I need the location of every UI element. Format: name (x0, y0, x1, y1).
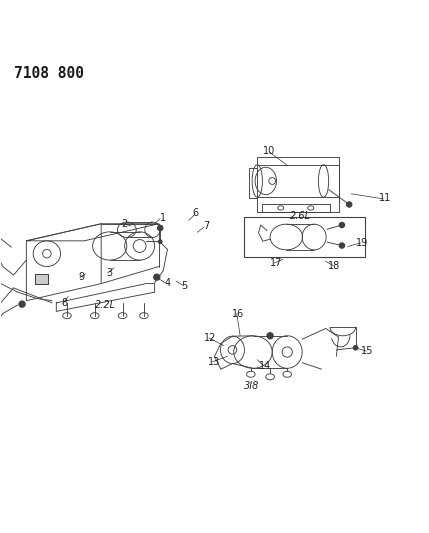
Text: 14: 14 (259, 361, 271, 371)
Circle shape (339, 222, 344, 228)
Text: 7108 800: 7108 800 (14, 66, 84, 80)
Text: 7: 7 (203, 221, 209, 231)
Text: 18: 18 (328, 261, 340, 271)
Bar (35, 274, 48, 284)
Text: 17: 17 (270, 258, 283, 268)
Text: 5: 5 (181, 281, 188, 290)
Text: 16: 16 (232, 309, 244, 319)
Circle shape (158, 240, 162, 244)
Bar (244, 217, 366, 257)
Circle shape (19, 301, 25, 307)
Text: 11: 11 (379, 193, 392, 203)
Text: 4: 4 (164, 278, 170, 288)
Text: 2.6L: 2.6L (290, 211, 311, 221)
Text: 13: 13 (208, 357, 220, 367)
Text: 10: 10 (263, 146, 275, 156)
Circle shape (339, 243, 344, 248)
Circle shape (157, 225, 163, 231)
Circle shape (347, 202, 352, 207)
Text: 9: 9 (78, 272, 84, 282)
Text: 12: 12 (204, 333, 216, 343)
Text: 8: 8 (61, 298, 67, 308)
Bar (35, 274, 48, 284)
Text: 3I8: 3I8 (245, 381, 260, 391)
Circle shape (154, 274, 160, 280)
Circle shape (353, 345, 358, 350)
Text: 3: 3 (107, 268, 113, 278)
Text: 2.2L: 2.2L (95, 300, 116, 310)
Text: 2: 2 (121, 219, 128, 229)
Text: 15: 15 (361, 346, 374, 356)
Circle shape (267, 333, 273, 339)
Text: 1: 1 (160, 213, 166, 223)
Text: 19: 19 (356, 238, 368, 247)
Text: 6: 6 (192, 208, 198, 218)
